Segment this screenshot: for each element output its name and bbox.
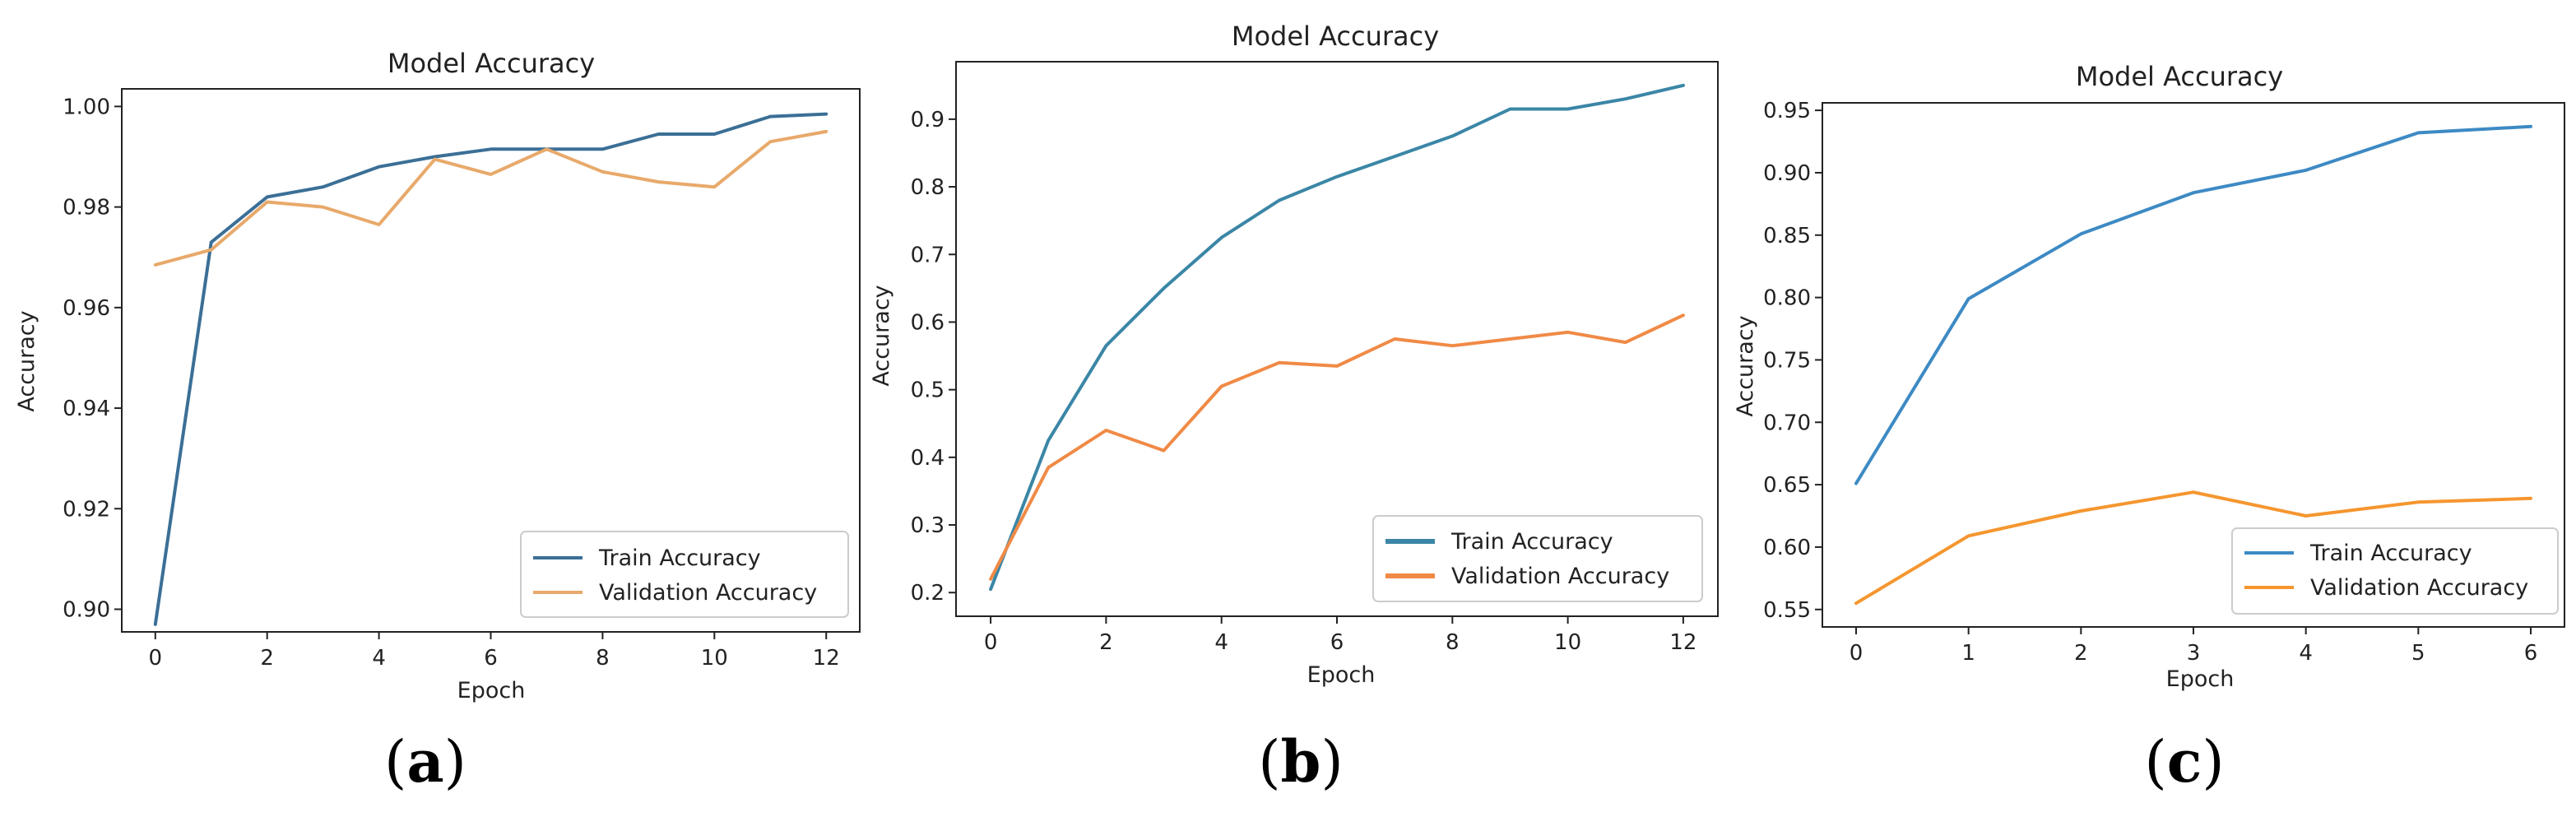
legend-box xyxy=(520,531,849,618)
panel-caption: (c) xyxy=(2144,727,2224,796)
legend: Train Accuracy Validation Accuracy xyxy=(1372,515,1703,602)
x-tick-label: 8 xyxy=(596,646,610,671)
x-tick-label: 0 xyxy=(984,630,998,655)
y-tick-label: 0.85 xyxy=(1763,224,1811,248)
x-tick-label: 10 xyxy=(1554,630,1581,655)
x-tick-label: 4 xyxy=(372,646,386,671)
x-tick-label: 3 xyxy=(2187,641,2201,666)
caption-open-paren: ( xyxy=(1258,728,1280,796)
y-tick-label: 0.8 xyxy=(911,175,945,200)
x-tick-label: 12 xyxy=(813,646,840,671)
x-axis-label: Epoch xyxy=(457,678,526,703)
x-tick-label: 4 xyxy=(2299,641,2313,666)
panel-caption: (a) xyxy=(384,727,466,796)
y-tick-label: 0.75 xyxy=(1763,348,1811,373)
x-tick-label: 2 xyxy=(1099,630,1113,655)
caption-open-paren: ( xyxy=(2144,728,2166,796)
caption-open-paren: ( xyxy=(384,728,406,796)
x-tick-label: 1 xyxy=(1961,641,1975,666)
y-tick-label: 0.7 xyxy=(911,243,945,267)
y-tick-label: 0.2 xyxy=(911,581,945,606)
x-tick-label: 6 xyxy=(484,646,498,671)
y-tick-label: 0.90 xyxy=(63,598,110,623)
y-tick-label: 0.80 xyxy=(1763,286,1811,311)
x-tick-label: 2 xyxy=(260,646,274,671)
series-line-validation-accuracy xyxy=(153,129,828,267)
x-tick-label: 10 xyxy=(701,646,728,671)
caption-close-paren: ) xyxy=(444,728,466,796)
y-tick-label: 0.90 xyxy=(1763,161,1811,186)
series-line-validation-accuracy xyxy=(989,313,1685,581)
y-tick-label: 0.65 xyxy=(1763,473,1811,498)
x-tick-label: 12 xyxy=(1669,630,1696,655)
chart-title: Model Accuracy xyxy=(388,48,595,79)
y-axis-label: Accuracy xyxy=(869,285,894,386)
series-line-train-accuracy xyxy=(153,112,828,626)
plot-area: 0 2 4 6 8 10 12 0.2 0.3 0.4 0.5 0.6 0.7 0.8 0.9 xyxy=(911,61,1719,655)
legend-label-train: Train Accuracy xyxy=(2309,541,2472,566)
x-tick-label: 0 xyxy=(148,646,162,671)
legend-label-validation: Validation Accuracy xyxy=(599,580,817,606)
y-axis-label: Accuracy xyxy=(1733,315,1758,416)
legend-box xyxy=(1372,515,1703,602)
y-tick-label: 0.9 xyxy=(911,108,945,132)
legend-label-train: Train Accuracy xyxy=(1450,529,1613,555)
panel-b: Model Accuracy 0 2 4 6 8 10 120.20.30.40.50.60… xyxy=(869,21,1719,796)
caption-letter: a xyxy=(406,727,443,796)
series-line-validation-accuracy xyxy=(1854,490,2532,606)
x-tick-label: 2 xyxy=(2074,641,2088,666)
y-tick-label: 0.6 xyxy=(911,310,945,335)
panel-caption: (b) xyxy=(1258,727,1344,796)
y-tick-label: 0.98 xyxy=(63,196,110,220)
y-axis-label: Accuracy xyxy=(14,310,39,411)
series-line-train-accuracy xyxy=(989,83,1685,592)
legend-box xyxy=(2231,527,2559,615)
y-tick-label: 0.96 xyxy=(63,296,110,321)
x-tick-label: 6 xyxy=(2524,641,2538,666)
y-tick-label: 0.92 xyxy=(63,497,110,522)
x-tick-label: 6 xyxy=(1330,630,1344,655)
panel-a: Model Accuracy 0 2 4 6 8 10 12 0.90 0.92 0.94 0.96… xyxy=(14,48,861,796)
y-tick-label: 0.70 xyxy=(1763,411,1811,435)
legend: Train Accuracy Validation Accuracy xyxy=(520,531,849,618)
y-tick-label: 0.94 xyxy=(63,397,110,421)
caption-letter: b xyxy=(1281,727,1321,796)
caption-close-paren: ) xyxy=(2202,728,2224,796)
y-tick-label: 0.5 xyxy=(911,378,945,403)
caption-letter: c xyxy=(2167,727,2202,796)
legend: Train Accuracy Validation Accuracy xyxy=(2231,527,2559,615)
legend-label-train: Train Accuracy xyxy=(598,545,761,571)
y-tick-label: 0.55 xyxy=(1763,598,1811,623)
legend-label-validation: Validation Accuracy xyxy=(1451,564,1669,589)
panel-c: Model Accuracy 0 1 2 3 4 5 6 0.55 0.60 0.65 0.70 0.… xyxy=(1733,61,2565,796)
x-tick-label: 0 xyxy=(1850,641,1864,666)
x-tick-label: 8 xyxy=(1446,630,1460,655)
plot-area: 0 2 4 6 8 10 12 0.90 0.92 0.94 0.96 0.98 1.00 xyxy=(63,88,861,671)
x-axis-label: Epoch xyxy=(1307,662,1376,688)
y-tick-label: 0.4 xyxy=(911,446,945,471)
y-tick-label: 1.00 xyxy=(63,95,110,119)
legend-label-validation: Validation Accuracy xyxy=(2310,575,2528,601)
y-tick-label: 0.60 xyxy=(1763,536,1811,560)
chart-title: Model Accuracy xyxy=(1232,21,1439,52)
y-tick-label: 0.95 xyxy=(1763,99,1811,123)
x-tick-label: 4 xyxy=(1214,630,1228,655)
plot-area: 0 1 2 3 4 5 6 0.55 0.60 0.65 0.70 0.75 0.80 0.85 0.90 0… xyxy=(1763,99,2565,666)
y-tick-label: 0.3 xyxy=(911,513,945,538)
caption-close-paren: ) xyxy=(1320,728,1343,796)
x-axis-label: Epoch xyxy=(2166,666,2235,692)
series-line-train-accuracy xyxy=(1854,124,2532,485)
x-tick-label: 5 xyxy=(2411,641,2425,666)
chart-title: Model Accuracy xyxy=(2076,61,2283,92)
